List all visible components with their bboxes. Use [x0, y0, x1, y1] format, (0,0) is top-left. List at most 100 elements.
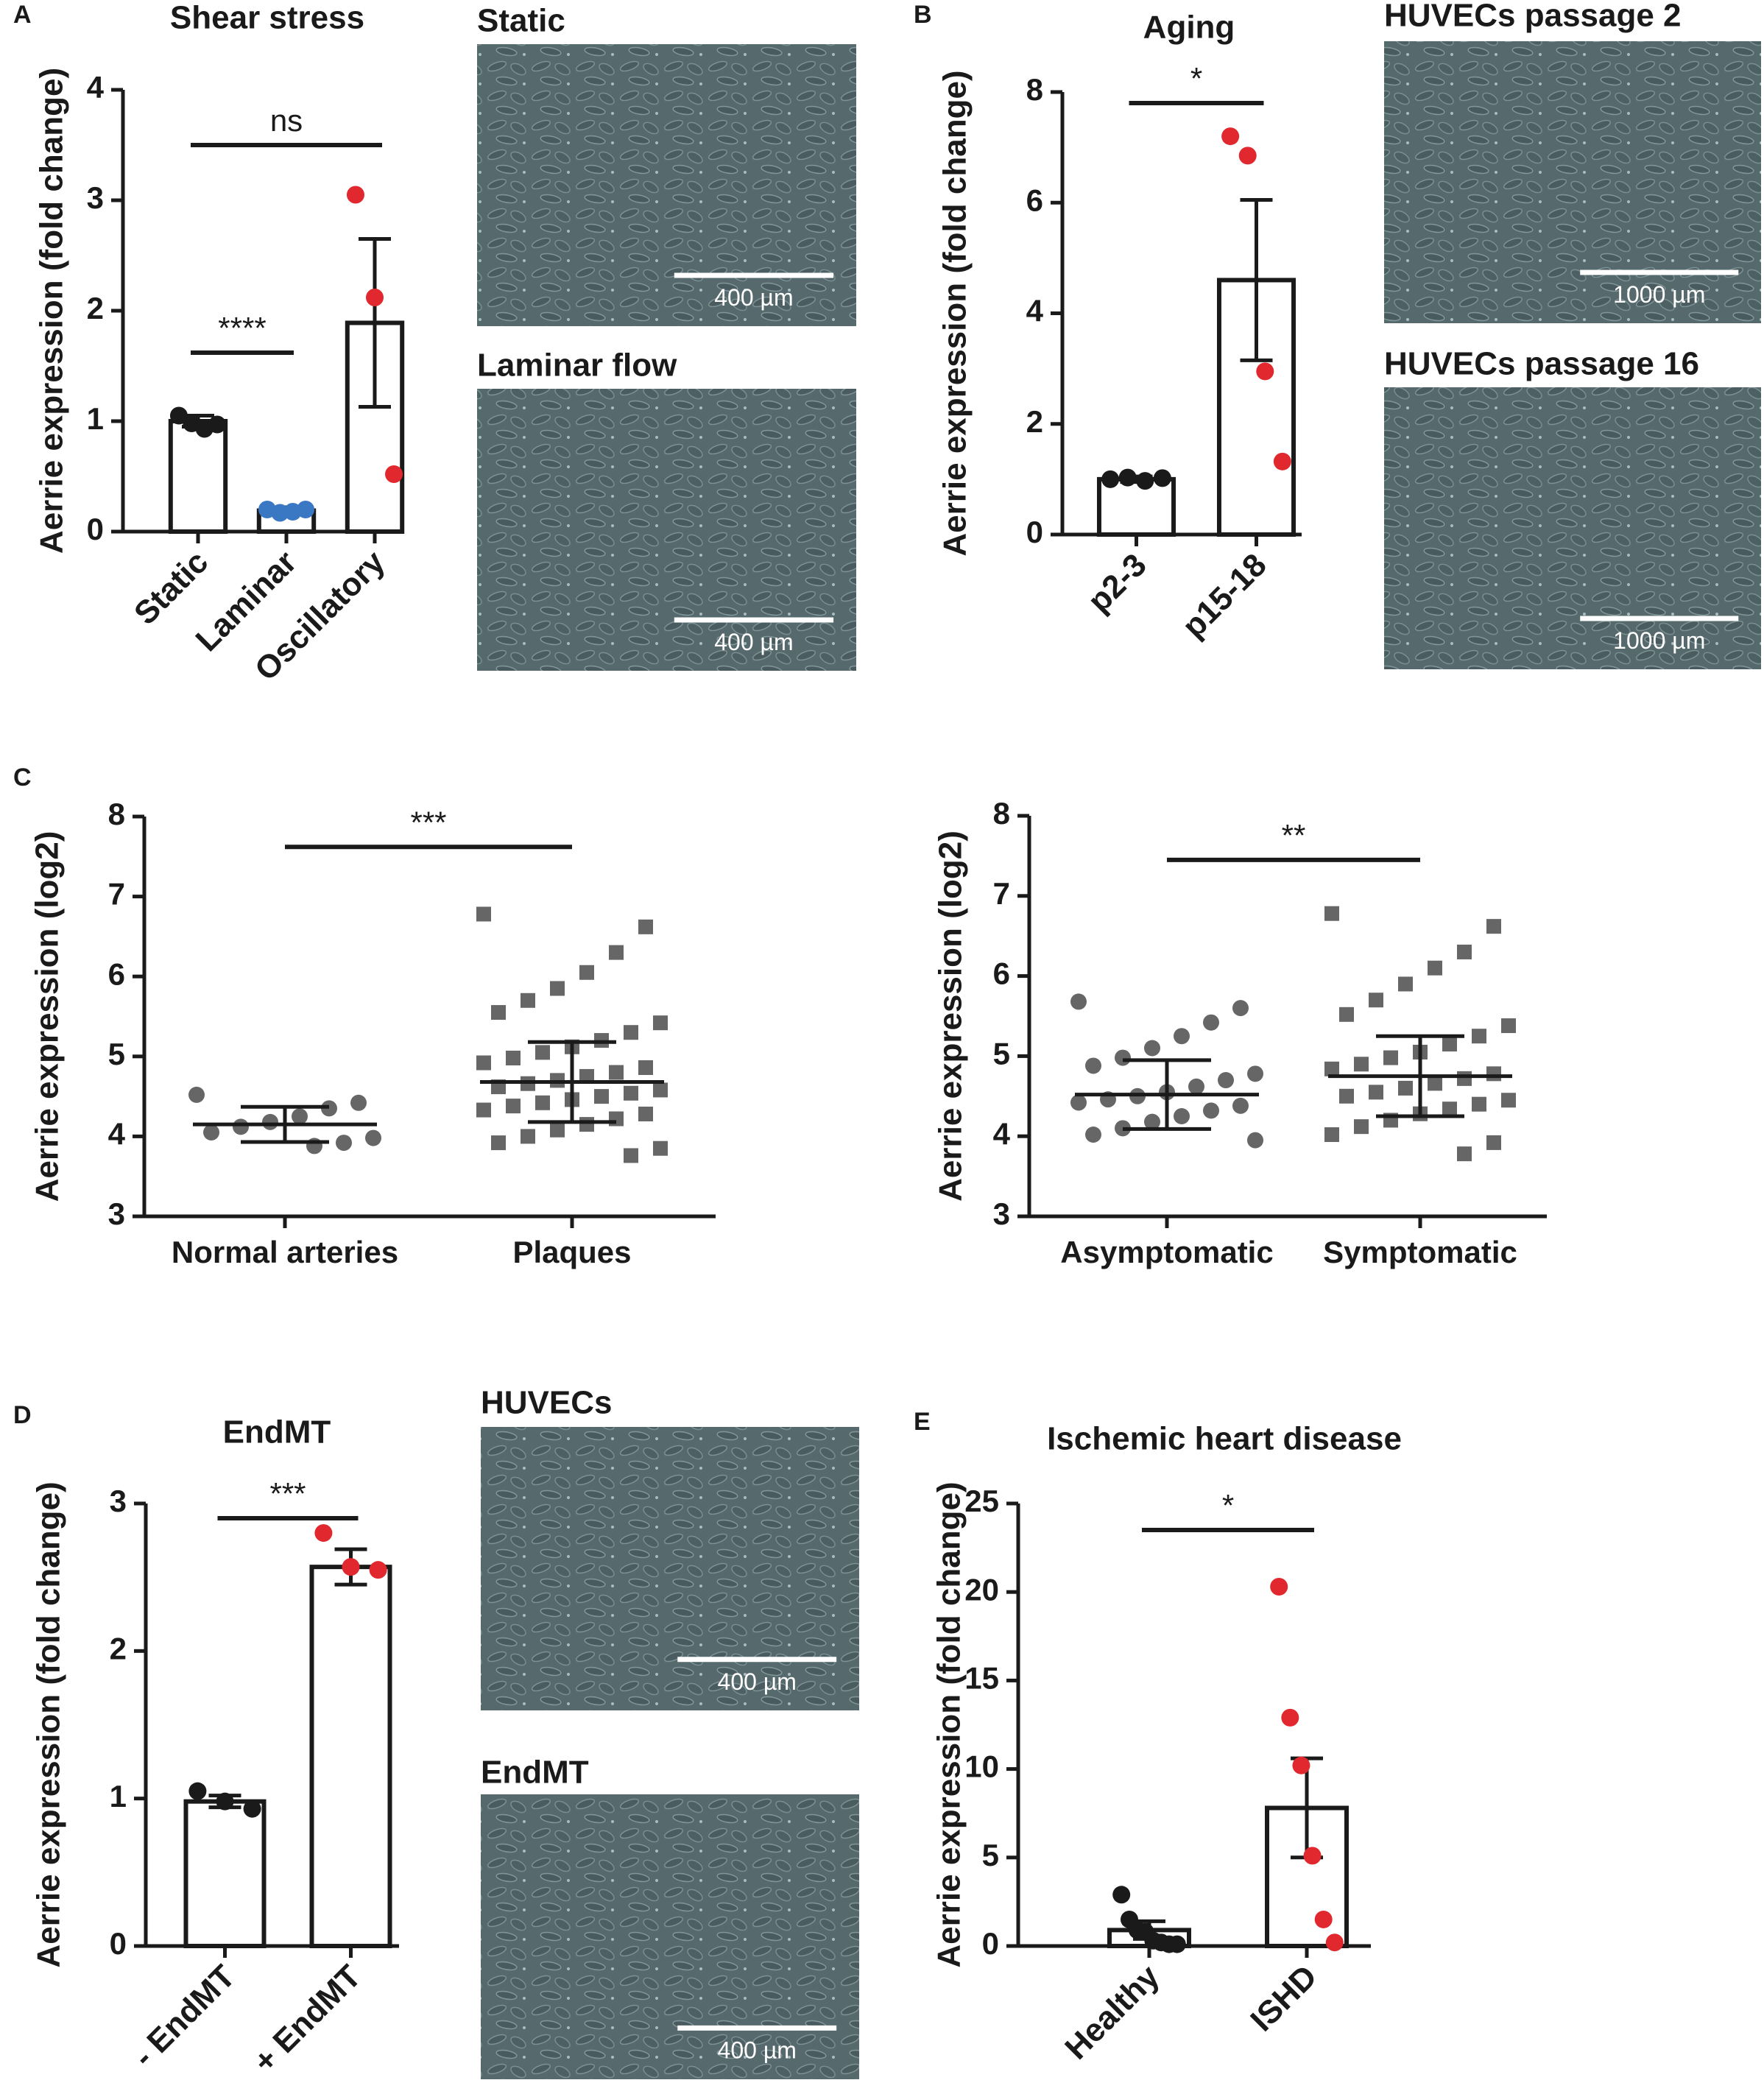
image-title: HUVECs	[481, 1385, 613, 1421]
data-point	[1486, 1135, 1501, 1150]
data-point	[1203, 1102, 1219, 1119]
y-tick-label: 3	[993, 1196, 1010, 1231]
y-tick-label: 3	[87, 180, 104, 215]
y-tick-label: 10	[964, 1749, 999, 1784]
data-point	[609, 945, 624, 960]
data-point	[1144, 1113, 1160, 1130]
data-point	[624, 1025, 638, 1040]
data-point	[292, 1108, 308, 1125]
y-tick-label: 8	[993, 796, 1010, 831]
data-point	[1232, 1097, 1249, 1114]
data-point	[1168, 1935, 1186, 1953]
y-tick-label: 2	[110, 1631, 127, 1665]
data-point	[1457, 1146, 1472, 1162]
data-point	[1247, 1065, 1263, 1082]
data-point	[1136, 472, 1154, 490]
data-point	[1070, 1094, 1087, 1111]
significance-label: ***	[410, 805, 446, 839]
data-point	[638, 919, 653, 934]
data-point	[1203, 1014, 1219, 1031]
data-point	[1339, 1007, 1354, 1022]
micrograph	[477, 389, 856, 671]
bar	[168, 419, 228, 534]
data-point	[1472, 1029, 1486, 1044]
data-point	[550, 981, 565, 996]
data-point	[297, 501, 315, 518]
data-point	[1398, 976, 1413, 992]
data-point	[476, 1055, 491, 1071]
data-point	[1256, 362, 1274, 381]
data-point	[1325, 1933, 1344, 1952]
data-point	[1457, 1071, 1472, 1086]
micrograph	[1384, 41, 1761, 323]
y-tick-label: 0	[87, 512, 104, 546]
scale-label: 400 µm	[718, 1668, 797, 1695]
y-tick-label: 2	[1026, 404, 1043, 439]
y-tick-label: 6	[1026, 183, 1043, 217]
data-point	[1118, 468, 1137, 487]
x-tick-label: + EndMT	[247, 1959, 368, 2080]
data-point	[1472, 1096, 1486, 1112]
data-point	[216, 1792, 234, 1811]
data-point	[1085, 1127, 1101, 1143]
y-tick-label: 8	[108, 797, 125, 831]
y-axis-label: Aerrie expression (log2)	[29, 831, 66, 1202]
data-point	[1174, 1108, 1190, 1124]
data-point	[1188, 1078, 1204, 1095]
data-point	[1354, 1057, 1369, 1072]
scale-label: 1000 µm	[1613, 627, 1705, 654]
significance-label: ****	[218, 311, 266, 345]
x-tick-label: p15-18	[1176, 547, 1274, 645]
y-axis-label: Aerrie expression (fold change)	[31, 1481, 67, 1967]
data-point	[336, 1135, 352, 1152]
panel-letter: B	[914, 1, 932, 29]
data-point	[476, 1102, 491, 1118]
x-tick-label: Static	[127, 544, 215, 632]
data-point	[1270, 1577, 1288, 1596]
scale-label: 400 µm	[714, 629, 793, 655]
data-point	[243, 1799, 261, 1818]
image-title: HUVECs passage 2	[1384, 0, 1682, 34]
y-tick-label: 6	[108, 956, 125, 991]
y-tick-label: 1	[110, 1779, 127, 1813]
data-point	[609, 1065, 624, 1080]
data-point	[350, 1094, 367, 1111]
scale-label: 1000 µm	[1613, 281, 1705, 308]
data-point	[1428, 1076, 1442, 1091]
data-point	[1486, 1066, 1501, 1082]
data-point	[262, 1113, 278, 1130]
data-point	[366, 289, 384, 306]
panel-letter: E	[914, 1408, 931, 1436]
x-tick-label: - EndMT	[126, 1959, 241, 2074]
data-point	[1070, 993, 1087, 1010]
data-point	[1369, 1085, 1383, 1100]
y-tick-label: 4	[1026, 294, 1044, 328]
y-axis-label: Aerrie expression (log2)	[933, 831, 969, 1202]
panel-letter: A	[13, 1, 32, 29]
data-point	[1442, 1037, 1457, 1052]
data-point	[1238, 147, 1257, 165]
chart-title: EndMT	[223, 1414, 331, 1450]
x-tick-label: Plaques	[512, 1235, 631, 1269]
bar	[183, 1799, 267, 1948]
data-point	[233, 1118, 249, 1135]
data-point	[1324, 1061, 1339, 1076]
data-point	[1303, 1847, 1322, 1865]
data-point	[385, 465, 403, 483]
bar	[1096, 476, 1176, 537]
micrograph	[481, 1794, 859, 2079]
x-tick-label: Asymptomatic	[1060, 1235, 1273, 1269]
y-tick-label: 8	[1026, 72, 1043, 107]
x-tick-label: ISHD	[1243, 1959, 1324, 2039]
data-point	[609, 1111, 624, 1127]
data-point	[1232, 1000, 1249, 1017]
x-tick-label: Normal arteries	[172, 1235, 398, 1269]
data-point	[1115, 1049, 1131, 1066]
bar	[309, 1565, 392, 1948]
data-point	[506, 1050, 521, 1065]
data-point	[1221, 127, 1240, 146]
data-point	[1369, 993, 1383, 1008]
image-title: EndMT	[481, 1755, 589, 1791]
data-point	[491, 1135, 506, 1151]
micrograph	[481, 1427, 859, 1710]
